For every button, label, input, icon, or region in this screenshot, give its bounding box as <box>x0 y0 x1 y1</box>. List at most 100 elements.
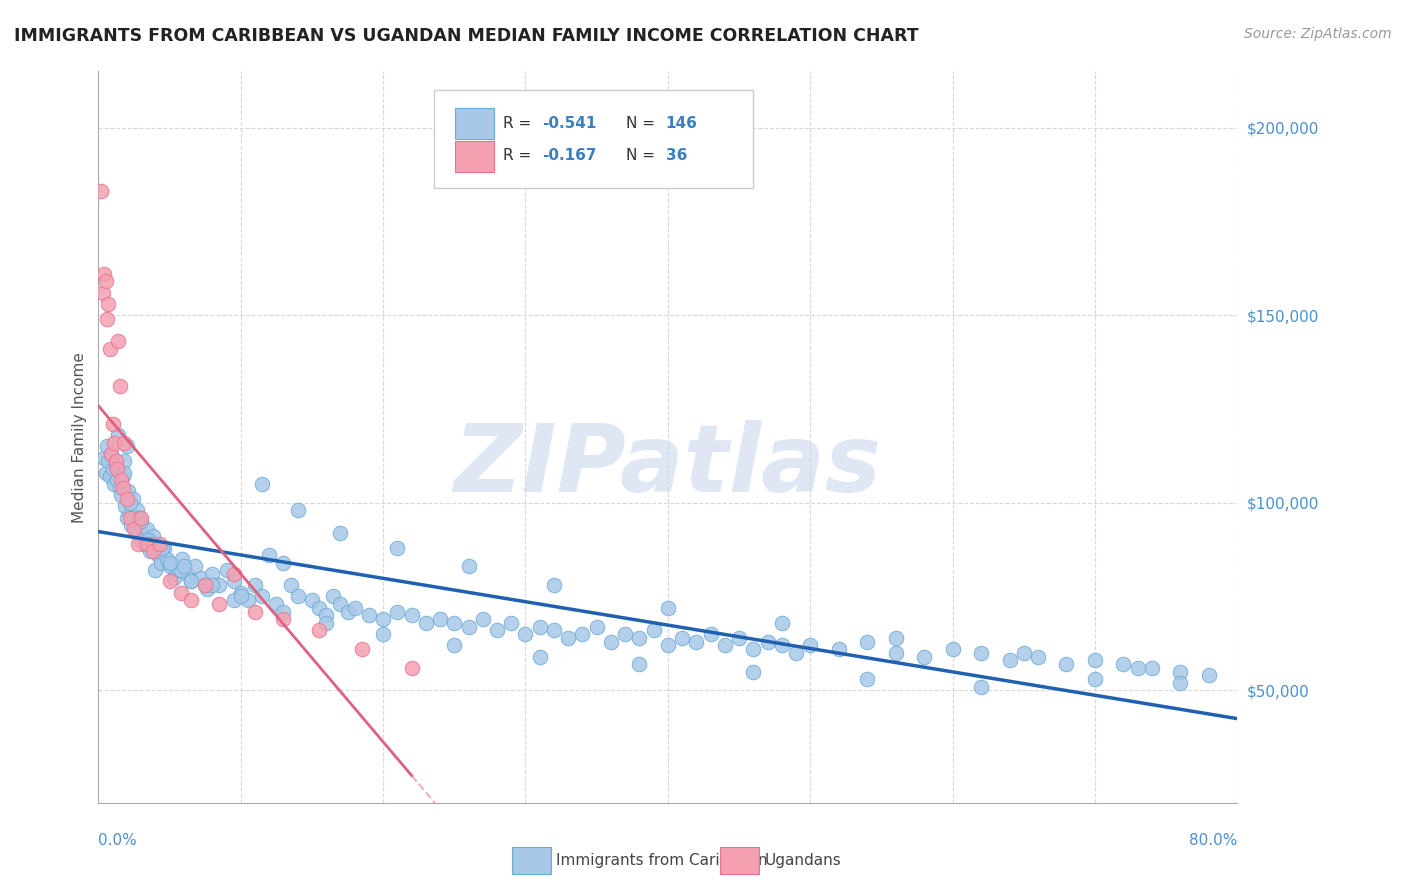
Point <box>128 525 150 540</box>
Point <box>998 653 1021 667</box>
Point <box>856 634 879 648</box>
Point <box>457 559 479 574</box>
Point <box>118 510 141 524</box>
Point <box>150 556 173 570</box>
Point <box>912 649 935 664</box>
Point <box>107 428 129 442</box>
Point <box>529 649 551 664</box>
Point <box>107 334 129 349</box>
Point <box>387 541 409 555</box>
Point <box>117 484 139 499</box>
Point <box>115 491 138 506</box>
Point <box>127 515 149 529</box>
Point <box>770 638 793 652</box>
Point <box>118 496 141 510</box>
Point <box>135 537 157 551</box>
Point <box>229 590 252 604</box>
Point <box>149 537 172 551</box>
Point <box>141 544 163 558</box>
Point <box>1026 649 1049 664</box>
Point <box>129 510 152 524</box>
Point <box>110 488 132 502</box>
Point <box>121 491 143 506</box>
Point <box>112 435 135 450</box>
Point <box>114 500 136 514</box>
Point <box>401 661 423 675</box>
Point <box>208 597 231 611</box>
Point <box>91 285 114 300</box>
Point <box>770 615 793 630</box>
Point <box>105 462 128 476</box>
Point <box>176 566 198 581</box>
Point <box>125 503 148 517</box>
Point <box>501 615 523 630</box>
Point <box>152 541 174 555</box>
Point <box>101 462 124 476</box>
Point <box>357 608 380 623</box>
Point <box>159 556 181 570</box>
Text: N =: N = <box>626 116 659 131</box>
Point <box>184 559 207 574</box>
Point <box>336 605 359 619</box>
Point <box>373 627 395 641</box>
Point <box>942 642 965 657</box>
Point <box>112 454 135 468</box>
Point <box>543 624 565 638</box>
Point <box>350 642 373 657</box>
Text: R =: R = <box>503 148 536 163</box>
Point <box>201 566 224 581</box>
Point <box>884 646 907 660</box>
Point <box>208 578 231 592</box>
Point <box>111 481 134 495</box>
Point <box>1126 661 1149 675</box>
Point <box>657 638 679 652</box>
Point <box>167 563 190 577</box>
Point <box>1056 657 1078 671</box>
Point <box>250 590 273 604</box>
Point <box>153 541 176 555</box>
Point <box>742 642 765 657</box>
Point <box>415 615 437 630</box>
Point <box>104 454 127 468</box>
Point <box>173 559 195 574</box>
Point <box>273 556 295 570</box>
Point <box>129 515 152 529</box>
Point <box>141 529 163 543</box>
Point <box>273 605 295 619</box>
Point <box>1170 665 1192 679</box>
Point <box>90 185 112 199</box>
Point <box>315 608 337 623</box>
Point <box>308 624 330 638</box>
Point <box>136 533 159 548</box>
Point <box>96 440 118 454</box>
Text: 36: 36 <box>665 148 688 163</box>
Point <box>799 638 821 652</box>
Point <box>322 590 344 604</box>
Point <box>156 552 179 566</box>
Point <box>115 510 138 524</box>
Point <box>970 680 993 694</box>
Point <box>401 608 423 623</box>
Point <box>93 267 115 281</box>
Point <box>557 631 579 645</box>
Point <box>714 638 737 652</box>
Point <box>100 447 122 461</box>
Point <box>287 590 309 604</box>
Point <box>194 578 217 592</box>
Point <box>195 582 218 596</box>
Point <box>756 634 779 648</box>
Point <box>201 578 224 592</box>
Point <box>103 435 125 450</box>
Text: N =: N = <box>626 148 659 163</box>
Point <box>614 627 637 641</box>
Text: R =: R = <box>503 116 536 131</box>
Point <box>329 597 352 611</box>
Point <box>172 552 194 566</box>
Point <box>127 537 149 551</box>
Point <box>628 657 651 671</box>
Point <box>457 619 479 633</box>
Point <box>112 466 135 480</box>
Point <box>1198 668 1220 682</box>
Point <box>97 297 120 311</box>
Point <box>657 600 679 615</box>
